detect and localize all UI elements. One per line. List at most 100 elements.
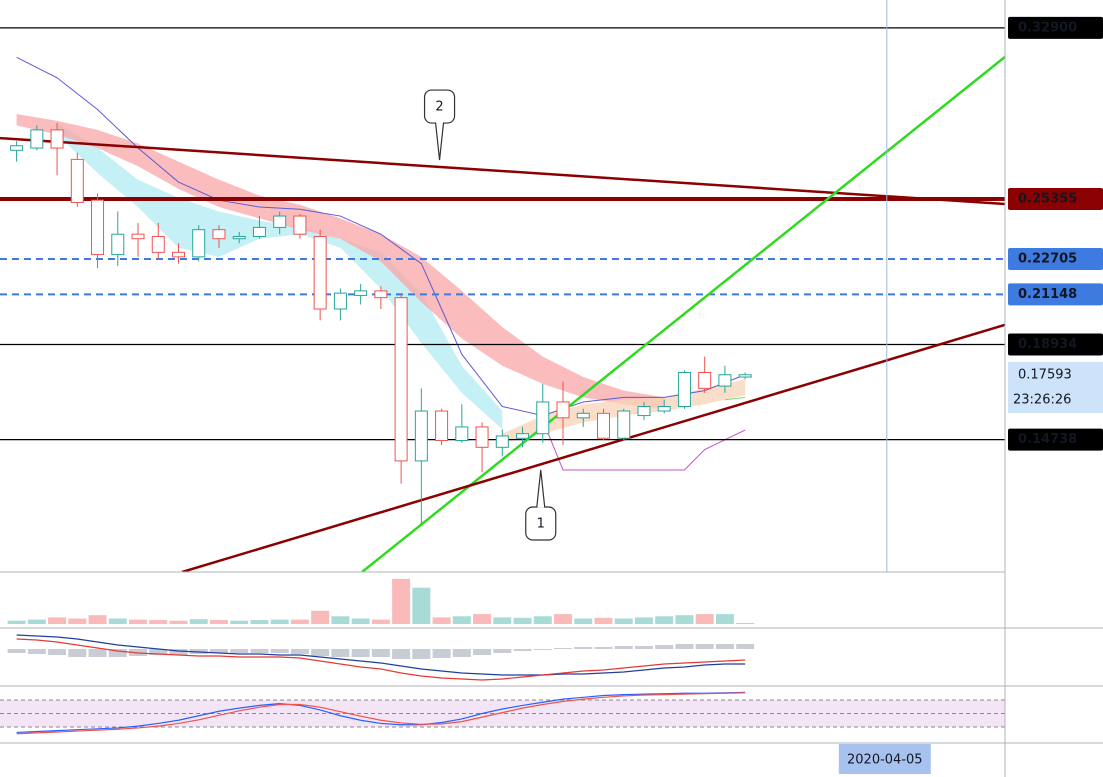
volume-bar [513,617,532,625]
histogram-bar [412,649,431,659]
candle-body [273,215,287,228]
candle-body [374,290,388,299]
volume-bar [392,578,411,625]
candle-body [70,158,84,203]
volume-bar [736,622,755,625]
volume-bar [7,620,26,625]
indicator-panes [0,578,1005,735]
histogram-bar [655,645,674,649]
volume-bar [27,619,46,625]
histogram-bar [68,649,87,657]
candle-body [252,226,266,237]
candle-body [576,412,590,419]
volume-bar [189,619,208,625]
candle-body [718,374,732,387]
candle-body [232,235,246,240]
indicator-line [724,396,746,401]
histogram-bar [371,649,390,657]
candle-body [516,433,530,439]
candle-body [698,371,712,389]
price-label-bg [1008,283,1103,306]
histogram-bar [533,649,552,650]
volume-bar [209,620,228,625]
histogram-bar [331,649,350,657]
indicator-line [16,56,746,417]
candle-body [151,235,165,253]
candle-body [677,371,691,407]
candle-body [536,401,550,435]
candle-body [637,405,651,417]
histogram-bar [452,649,471,657]
candle-body [171,251,185,258]
callout: 2 [423,89,456,161]
price-label: 0.25355 [1018,191,1077,206]
volume-bar [230,620,249,625]
histogram-bar [675,644,694,649]
trend-line [181,323,1005,572]
histogram-bar [513,649,532,651]
callout-pointer [434,122,445,161]
volume-bar [250,620,269,625]
indicator-line [542,419,746,471]
callout-label: 1 [537,516,545,531]
candle-body [495,435,509,448]
candle-body [212,229,226,240]
indicator-band [16,114,665,409]
price-label: 0.22705 [1018,252,1077,267]
histogram-bar [209,649,228,653]
candle-body [657,405,671,412]
price-label: 0.18934 [1018,337,1077,352]
histogram-bar [48,649,67,655]
volume-bar [614,618,633,625]
volume-bar [169,620,188,625]
histogram-bar [634,646,653,649]
volume-bar [68,618,87,625]
volume-bar [452,616,471,625]
histogram-bar [432,649,451,658]
histogram-bar [290,649,309,654]
volume-bar [715,614,734,625]
histogram-bar [351,649,370,657]
cursor-label: 2020-04-05 [847,753,923,768]
volume-bar [594,617,613,625]
candle-body [50,129,64,149]
histogram-bar [554,648,573,649]
volume-bar [48,617,67,625]
callout-pointer [536,469,546,508]
price-label-bg [1008,187,1103,210]
candle-body [435,410,449,442]
candle-body [475,426,489,448]
volume-bar [533,616,552,625]
volume-bar [88,615,107,625]
candle-body [30,129,44,149]
histogram-bar [108,649,127,657]
price-label-bg [1008,428,1103,451]
volume-bar [331,616,350,625]
histogram-bar [250,649,269,653]
volume-bar [493,617,512,625]
candle-body [333,292,347,310]
histogram-bar [473,649,492,655]
volume-bar [675,615,694,625]
price-label: 0.14738 [1018,432,1077,447]
last-price-bg [1008,361,1103,413]
macd-line [16,638,746,681]
histogram-bar [392,649,411,659]
histogram-bar [574,647,593,649]
volume-bar [695,614,714,625]
candle-body [131,233,145,240]
histogram-bar [736,644,755,649]
candle-body [455,426,469,442]
volume-bar [149,620,168,625]
volume-bar [351,618,370,625]
candle-body [111,233,125,256]
candle-body [738,374,752,378]
volume-bar [473,614,492,625]
volume-bar [554,614,573,625]
stoch-line [16,692,746,735]
histogram-bar [270,649,289,653]
histogram-bar [149,649,168,655]
candle-body [354,290,368,296]
